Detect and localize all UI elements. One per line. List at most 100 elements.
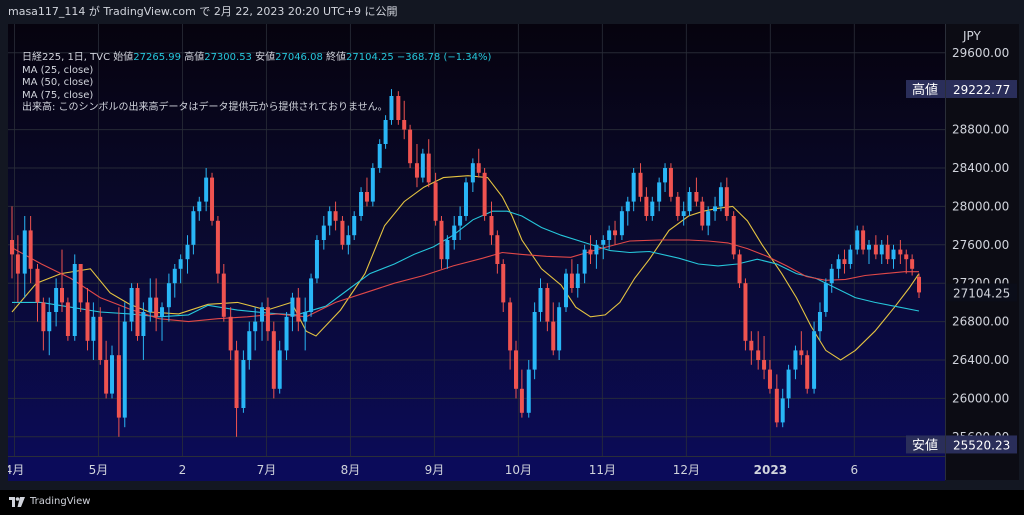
price-badges: 高値 29222.77 27104.25 安値 25520.23: [906, 80, 1017, 454]
candle-body: [54, 288, 59, 312]
candle-body: [786, 369, 791, 399]
candle-body: [470, 163, 475, 183]
badge-value: 27104.25: [953, 286, 1010, 300]
y-tick-label: 28400.00: [952, 161, 1009, 175]
close-label: 終値: [326, 52, 347, 63]
candle-body: [532, 312, 537, 370]
candle-body: [495, 235, 500, 264]
x-tick-label: 2023: [754, 463, 787, 477]
candle-body: [812, 331, 817, 389]
candle-body: [767, 369, 772, 389]
tradingview-logo-icon[interactable]: [9, 497, 25, 507]
candle-body: [172, 268, 177, 284]
candle-body: [296, 297, 301, 322]
candle-body: [855, 230, 860, 250]
candle-body: [569, 273, 574, 288]
time-axis[interactable]: [8, 456, 945, 481]
footer-brand[interactable]: TradingView: [30, 496, 91, 507]
badge-value: 25520.23: [953, 438, 1010, 452]
candle-body: [265, 307, 270, 332]
candle-body: [657, 182, 662, 202]
x-tick-label: 12月: [673, 463, 700, 477]
candle-body: [122, 321, 127, 418]
candle-body: [681, 211, 686, 216]
candle-body: [210, 177, 215, 221]
candle-body: [836, 259, 841, 269]
candle-body: [737, 254, 742, 284]
candle-body: [154, 297, 159, 317]
candle-body: [247, 331, 252, 360]
candle-body: [85, 302, 90, 341]
chart-frame[interactable]: 29600.00 28800.00 28400.00 28000.00 27600.00…: [8, 24, 1019, 490]
candle-body: [706, 211, 711, 226]
candle-body: [489, 216, 494, 236]
candle-body: [104, 360, 109, 394]
ma-line-3: [11, 239, 919, 323]
x-tick-label: 11月: [589, 463, 616, 477]
open-value: 27265.99: [133, 52, 182, 63]
candle-body: [309, 278, 314, 312]
candle-body: [204, 177, 209, 202]
candle-body: [731, 216, 736, 255]
ma75-legend[interactable]: MA (75, close): [22, 89, 94, 101]
candle-body: [65, 302, 70, 336]
candle-body: [445, 240, 450, 260]
badge-value-bg: [946, 435, 1017, 454]
candle-body: [458, 216, 463, 226]
chart-legend: 日経225, 1日, TVC 始値27265.99 高値27300.53 安値2…: [22, 52, 491, 115]
candle-body: [191, 211, 196, 245]
candle-body: [135, 288, 140, 336]
high-value: 27300.53: [204, 52, 252, 63]
candle-body: [793, 350, 798, 370]
candlestick-chart[interactable]: 29600.00 28800.00 28400.00 28000.00 27600.00…: [8, 24, 1018, 480]
badge-value: 29222.77: [953, 83, 1010, 97]
symbol-label[interactable]: 日経225, 1日, TVC: [22, 52, 111, 63]
candle-body: [594, 244, 599, 255]
ohlc-row: 日経225, 1日, TVC 始値27265.99 高値27300.53 安値2…: [22, 52, 491, 65]
low-label: 安値: [255, 52, 276, 63]
candle-body: [433, 182, 438, 221]
y-tick-label: 26000.00: [952, 391, 1009, 405]
ma50-legend[interactable]: MA (50, close): [22, 77, 94, 88]
candle-body: [749, 340, 754, 351]
candle-body: [166, 283, 171, 308]
candle-body: [327, 211, 332, 226]
candle-body: [762, 360, 767, 370]
candle-body: [346, 235, 351, 245]
ma25-legend[interactable]: MA (25, close): [22, 64, 94, 76]
candle-body: [663, 168, 668, 183]
candle-body: [724, 187, 729, 216]
candle-body: [519, 388, 524, 413]
candle-body: [588, 249, 593, 255]
candle-body: [314, 240, 319, 279]
candle-body: [780, 398, 785, 423]
x-tick-label: 6: [851, 463, 859, 477]
price-axis[interactable]: [945, 24, 1019, 480]
badge-label-bg: [906, 435, 945, 454]
candle-body: [848, 249, 853, 264]
candle-body: [842, 259, 847, 264]
badge-value-bg: [946, 283, 1017, 302]
badge-label-bg: [906, 80, 945, 99]
candle-body: [631, 172, 636, 202]
candle-body: [383, 120, 388, 144]
candle-body: [545, 288, 550, 322]
candle-body: [743, 283, 748, 341]
candle-body: [284, 316, 289, 351]
candle-body: [551, 321, 556, 351]
footer-bar: TradingView: [0, 490, 1024, 515]
close-value: 27104.25: [346, 52, 394, 63]
candle-body: [873, 244, 878, 255]
candle-body: [910, 259, 915, 269]
candle-body: [260, 307, 265, 322]
candle-body: [98, 316, 103, 360]
moving-average-lines: [11, 175, 920, 361]
candle-body: [290, 297, 295, 317]
y-tick-label: 29600.00: [952, 46, 1009, 60]
candle-body: [370, 168, 375, 202]
candle-body: [713, 206, 718, 212]
candle-body: [607, 230, 612, 240]
candle-body: [638, 172, 643, 197]
candle-body: [408, 129, 413, 164]
change-value: −368.78 (−1.34%): [396, 52, 492, 63]
